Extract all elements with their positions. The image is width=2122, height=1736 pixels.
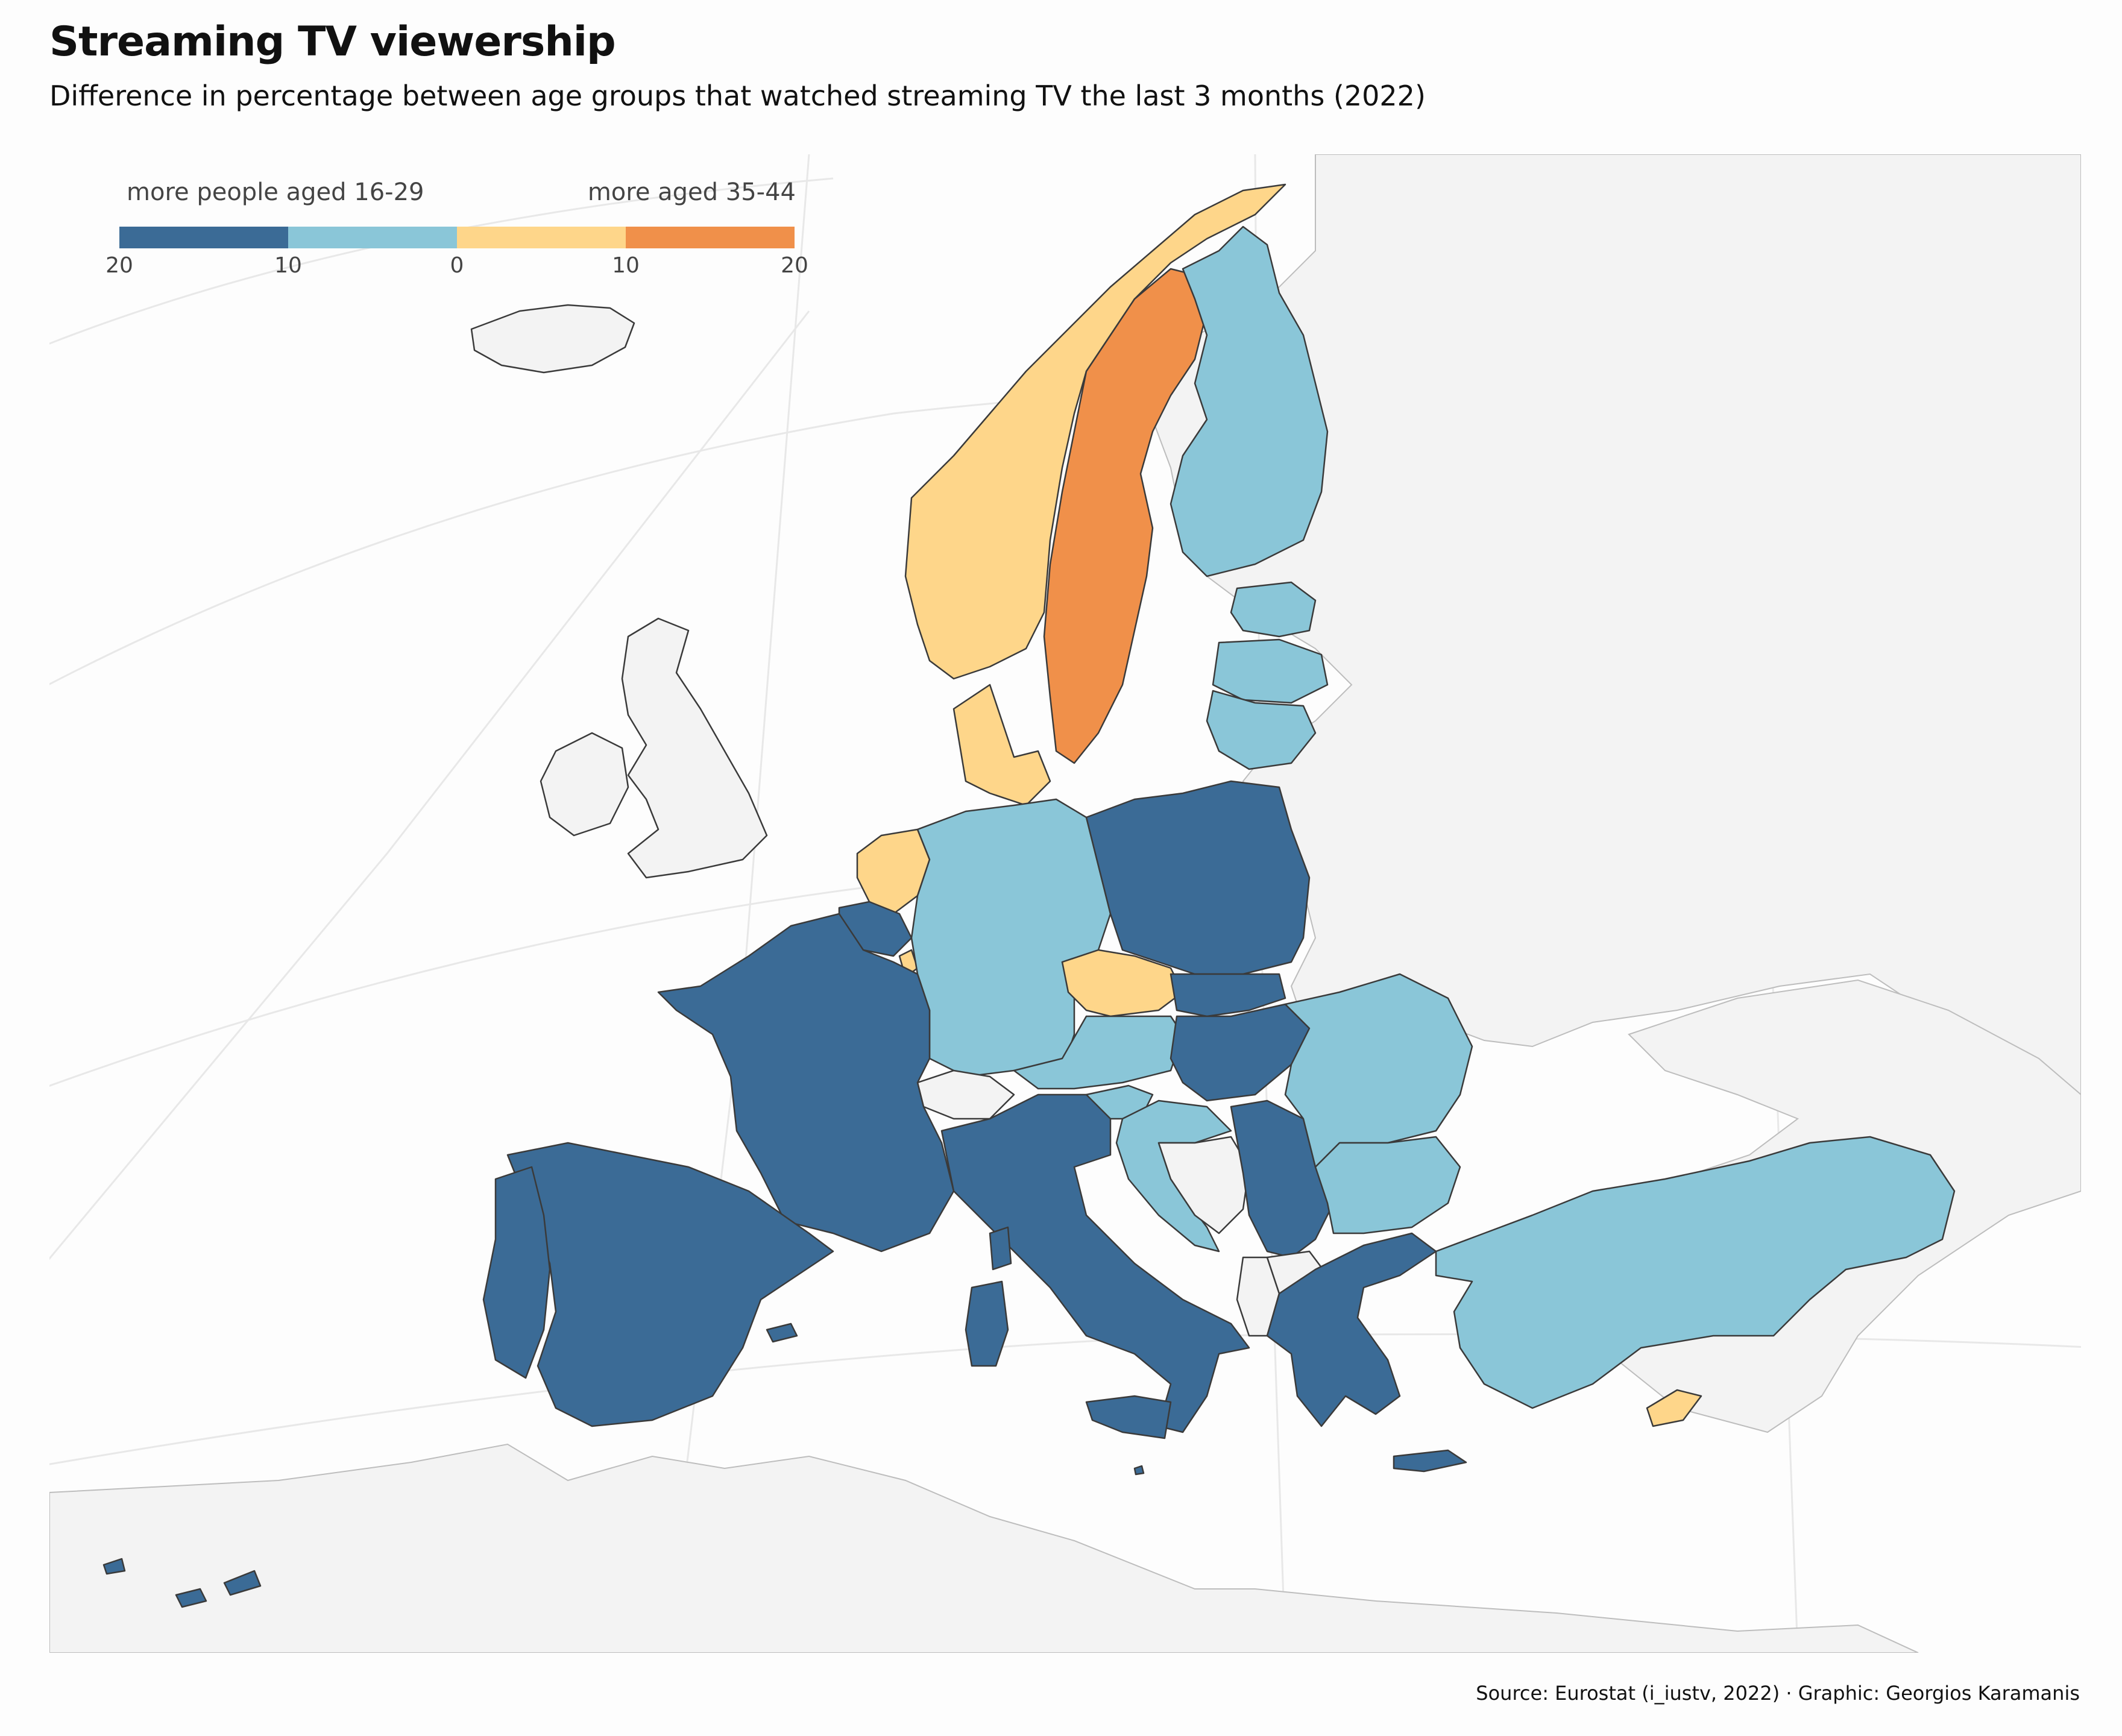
country-greece: [1266, 1232, 1437, 1427]
chart-title: Streaming TV viewership: [49, 18, 616, 66]
choropleth-map: [49, 154, 2081, 1653]
source-caption: Source: Eurostat (i_iustv, 2022) · Graph…: [1476, 1682, 2080, 1705]
legend-tick: 10: [612, 253, 640, 278]
country-germany: [910, 798, 1112, 1078]
country-portugal: [482, 1166, 551, 1379]
country-sardinia: [965, 1280, 1009, 1367]
legend-bin-2: [288, 227, 457, 248]
country-malta: [1133, 1465, 1145, 1476]
country-hungary: [1170, 1003, 1311, 1102]
country-ireland: [540, 732, 629, 837]
country-france: [657, 913, 955, 1253]
legend-left-label: more people aged 16-29: [127, 178, 424, 206]
country-switzerland: [916, 1069, 1015, 1120]
country-crete: [1393, 1449, 1467, 1473]
chart-subtitle: Difference in percentage between age gro…: [49, 80, 1426, 112]
country-turkey: [1435, 1136, 1956, 1409]
legend-bin-1: [119, 227, 288, 248]
country-slovakia: [1170, 973, 1286, 1017]
color-legend: more people aged 16-29 more aged 35-44 2…: [102, 178, 814, 287]
country-denmark: [952, 684, 1051, 807]
legend-bin-3: [457, 227, 626, 248]
country-canary-islands: [102, 1558, 262, 1608]
country-united-kingdom: [621, 617, 768, 879]
country-spain: [506, 1142, 834, 1427]
country-sicily: [1085, 1395, 1172, 1439]
country-italy: [940, 1093, 1250, 1433]
legend-right-label: more aged 35-44: [587, 178, 796, 206]
country-poland: [1085, 780, 1311, 975]
country-bosnia-and-herzegovina: [1157, 1136, 1250, 1234]
country-cyprus: [1646, 1389, 1702, 1427]
country-estonia: [1230, 581, 1317, 638]
country-bulgaria: [1314, 1136, 1461, 1234]
country-corsica: [989, 1226, 1012, 1271]
country-lithuania: [1206, 690, 1317, 770]
legend-bin-4: [626, 227, 795, 248]
legend-tick: 20: [105, 253, 133, 278]
legend-tick: 0: [450, 253, 464, 278]
country-czechia: [1061, 949, 1184, 1017]
country-balearic-islands: [766, 1322, 798, 1343]
legend-tick: 10: [274, 253, 302, 278]
legend-tick: 20: [781, 253, 808, 278]
countries: [102, 183, 1956, 1608]
country-finland: [1170, 225, 1329, 577]
country-latvia: [1212, 638, 1329, 704]
country-iceland: [470, 304, 635, 374]
